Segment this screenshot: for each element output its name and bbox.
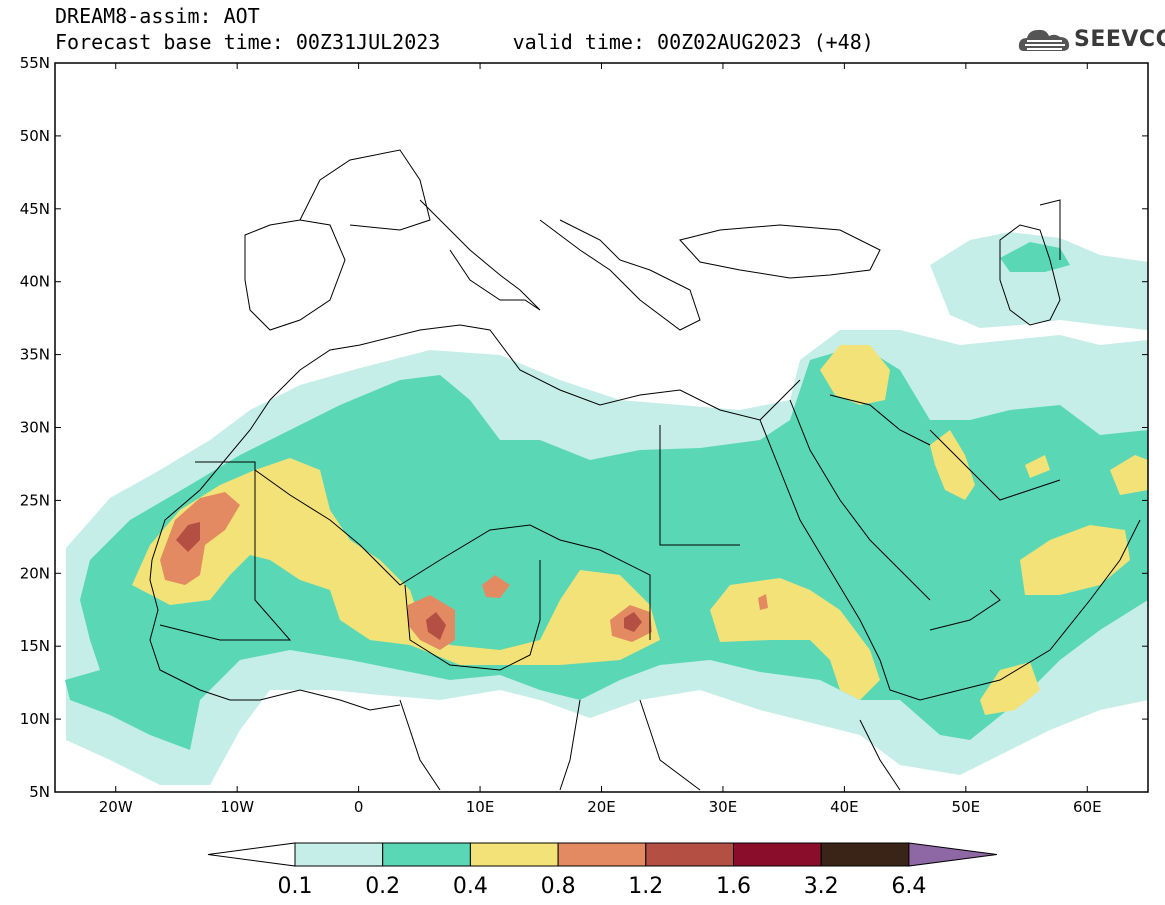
map-title: DREAM8-assim: AOT [55,4,260,28]
lat-tick-label: 25N [20,491,50,509]
aot-field [65,232,1148,785]
lon-tick-label: 20E [587,798,616,816]
colorbar-label: 0.2 [365,874,400,899]
lon-tick-label: 20W [99,798,133,816]
longitude-ticks: 20W 10W 0 10E 20E 30E 40E 50E 60E [99,63,1102,816]
logo-text: SEEVCCC [1074,27,1165,52]
lat-tick-label: 40N [20,273,50,291]
colorbar-swatch [382,842,471,867]
colorbar-swatch [469,842,559,867]
lat-tick-label: 20N [20,564,50,582]
colorbar: 0.1 0.2 0.4 0.8 1.2 1.6 3.2 6.4 [207,842,997,899]
base-time: Forecast base time: 00Z31JUL2023 [55,30,441,54]
colorbar-label: 0.1 [278,874,313,899]
colorbar-label: 0.4 [453,874,488,899]
lon-tick-label: 10E [466,798,495,816]
lon-tick-label: 0 [354,798,364,816]
lat-tick-label: 15N [20,637,50,655]
lon-tick-label: 40E [830,798,859,816]
aot-level-0.2 [65,242,1148,750]
colorbar-label: 3.2 [804,874,839,899]
colorbar-swatch [294,842,384,867]
lat-tick-label: 55N [20,54,50,72]
lat-tick-label: 10N [20,710,50,728]
colorbar-label: 1.2 [628,874,663,899]
lat-tick-label: 45N [20,200,50,218]
lon-tick-label: 30E [709,798,738,816]
lat-tick-label: 30N [20,419,50,437]
cloud-icon [1018,29,1070,51]
colorbar-swatch [820,842,910,867]
lat-tick-label: 50N [20,127,50,145]
colorbar-low-arrow [207,842,296,867]
lon-tick-label: 60E [1073,798,1102,816]
lon-tick-label: 10W [220,798,254,816]
colorbar-label: 0.8 [541,874,576,899]
colorbar-swatch [645,842,734,867]
colorbar-swatch [733,842,822,867]
lat-tick-label: 35N [20,346,50,364]
colorbar-label: 1.6 [716,874,751,899]
valid-time: valid time: 00Z02AUG2023 (+48) [512,30,874,54]
seevccc-logo: SEEVCCC [1018,25,1165,55]
aot-level-1.2 [176,522,642,640]
coastlines-borders [149,149,1141,791]
colorbar-high-arrow [908,842,997,867]
colorbar-swatch [557,842,647,867]
latitude-ticks: 55N 50N 45N 40N 35N 30N 25N 20N 15N 10N 5N [20,54,1148,801]
lat-tick-label: 5N [29,783,50,801]
colorbar-label: 6.4 [891,874,926,899]
lon-tick-label: 50E [952,798,981,816]
forecast-times: Forecast base time: 00Z31JUL2023 valid t… [55,32,874,52]
aot-level-0.4 [132,345,1148,715]
